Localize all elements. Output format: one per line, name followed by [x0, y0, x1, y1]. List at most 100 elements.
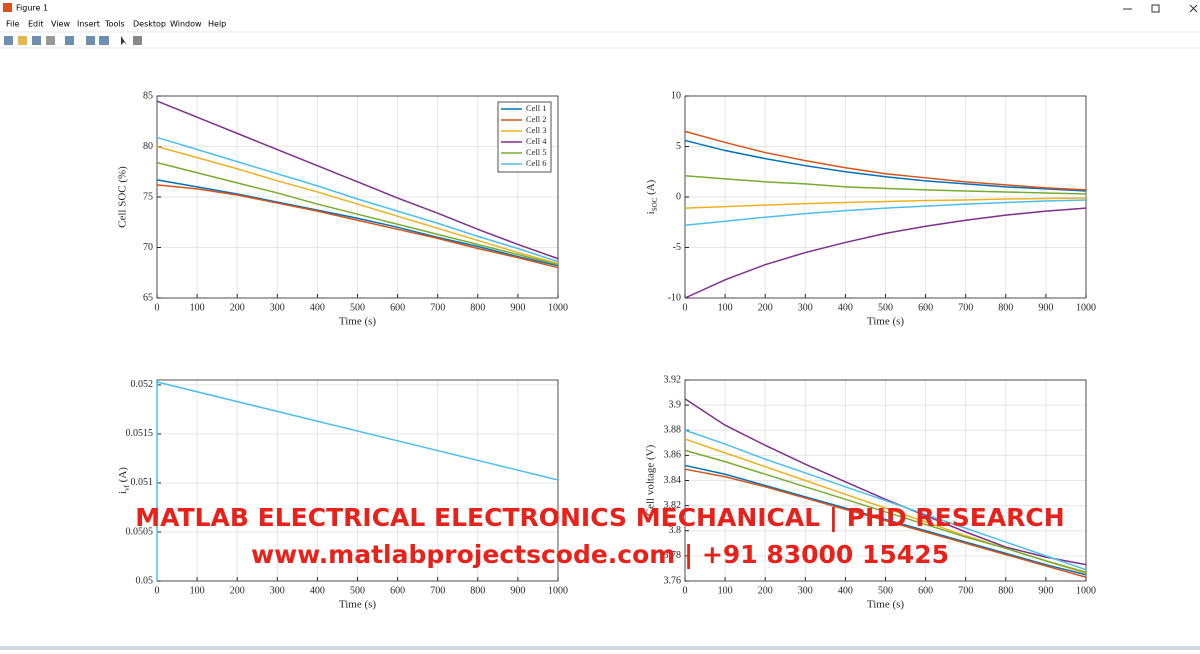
y-label-part: i: [645, 211, 657, 214]
x-tick-label: 100: [190, 585, 205, 596]
y-axis-label: iSOC (A): [645, 179, 659, 214]
series-line: [684, 468, 1087, 578]
y-tick-label: 0.0515: [126, 428, 154, 439]
menu-item[interactable]: View: [51, 20, 70, 29]
x-tick-label: 300: [798, 585, 813, 596]
y-tick-label: 70: [143, 242, 153, 253]
series-line: [156, 184, 559, 269]
legend-box: [497, 101, 552, 173]
axes: 0 100 200 300 400 500 600 700 800 900 1000 65 70 75 80…: [117, 90, 568, 327]
watermark-line: MATLAB ELECTRICAL ELECTRONICS MECHANICAL…: [135, 503, 1064, 532]
series-line: [684, 449, 1087, 573]
plots: 0 100 200 300 400 500 600 700 800 900 100065707580…: [117, 90, 1096, 610]
x-tick-label: 400: [838, 585, 853, 596]
y-tick-label: -10: [668, 292, 681, 303]
x-tick-label: 1000: [548, 302, 568, 313]
y-tick-label: 3.78: [664, 550, 682, 561]
menu-item[interactable]: File: [6, 20, 19, 29]
menu-item[interactable]: Help: [208, 20, 226, 29]
tool-property[interactable]: [133, 36, 142, 45]
legend-label: Cell 6: [526, 158, 547, 168]
tool-pointer[interactable]: [121, 36, 127, 45]
menu-bar: File Edit View Insert Tools Desktop Window Help: [6, 20, 226, 29]
tool-new[interactable]: [4, 36, 13, 45]
maximize[interactable]: [1151, 4, 1160, 13]
series-line: [684, 139, 1087, 192]
series-line: [156, 381, 559, 581]
y-tick-label: 0.05: [136, 575, 154, 586]
y-tick-label: 3.88: [664, 425, 682, 436]
y-tick-label: 10: [671, 90, 681, 101]
series-line: [684, 199, 1087, 227]
series-line: [156, 136, 559, 263]
x-tick-label: 600: [390, 302, 405, 313]
axes: 0 100 200 300 400 500 600 700 800 900 1000 0.05 0.05…: [117, 379, 568, 610]
x-tick-label: 900: [510, 585, 525, 596]
tool-save[interactable]: [32, 36, 41, 45]
x-tick-label: 700: [430, 302, 445, 313]
x-tick-label: 1000: [548, 585, 568, 596]
chrome: [0, 0, 1200, 48]
y-tick-label: 85: [143, 90, 153, 101]
menu-item[interactable]: Edit: [28, 20, 44, 29]
series-line: [684, 429, 1087, 571]
x-tick-label: 600: [918, 585, 933, 596]
y-label-part: (A): [117, 467, 129, 485]
y-tick-label: 3.9: [669, 399, 682, 410]
y-label-part: i: [117, 491, 129, 494]
axes: 0 100 200 300 400 500 600 700 800 900 1000 3.76 3.78…: [645, 374, 1096, 610]
x-tick-label: 200: [230, 302, 245, 313]
toolbar: [4, 36, 142, 45]
series-line: [684, 197, 1087, 209]
y-label-part: SOC: [651, 197, 659, 211]
x-tick-label: 0: [683, 302, 688, 313]
legend-label: Cell 1: [526, 103, 547, 113]
x-axis-label: Time (s): [339, 599, 377, 611]
x-tick-label: 800: [998, 302, 1013, 313]
x-tick-label: 700: [958, 585, 973, 596]
x-tick-label: 500: [878, 585, 893, 596]
menu-item[interactable]: Insert: [77, 20, 100, 29]
x-tick-label: 400: [310, 585, 325, 596]
close[interactable]: [1189, 4, 1198, 13]
x-tick-label: 100: [718, 585, 733, 596]
axes-box: [684, 95, 1087, 299]
series-line: [156, 100, 559, 260]
y-axis-label: ivf (A): [117, 467, 131, 494]
legend-label: Cell 2: [526, 114, 547, 124]
series-line: [684, 464, 1087, 576]
series-line: [684, 398, 1087, 566]
x-tick-label: 200: [758, 302, 773, 313]
x-tick-label: 700: [958, 302, 973, 313]
x-tick-label: 800: [470, 585, 485, 596]
x-tick-label: 400: [310, 302, 325, 313]
tool-link[interactable]: [65, 36, 74, 45]
tool-colorbar[interactable]: [86, 36, 95, 45]
menu-item[interactable]: Window: [170, 20, 202, 29]
series-line: [156, 145, 559, 265]
status-strip: [0, 646, 1200, 650]
y-tick-label: 75: [143, 191, 153, 202]
tool-legend[interactable]: [99, 36, 109, 45]
y-tick-label: -5: [673, 242, 681, 253]
y-tick-label: 3.86: [664, 450, 682, 461]
y-tick-label: 3.82: [664, 500, 682, 511]
y-axis-label: Cell voltage (V): [645, 444, 657, 516]
menu-item[interactable]: Tools: [104, 20, 125, 29]
x-tick-label: 300: [270, 302, 285, 313]
x-tick-label: 0: [683, 585, 688, 596]
x-tick-label: 200: [758, 585, 773, 596]
x-tick-label: 700: [430, 585, 445, 596]
x-tick-label: 100: [190, 302, 205, 313]
y-tick-label: 0.0505: [126, 526, 154, 537]
series-line: [156, 179, 559, 267]
tool-open[interactable]: [18, 36, 27, 45]
x-tick-label: 500: [350, 302, 365, 313]
menu-item[interactable]: Desktop: [133, 20, 166, 29]
series-line: [684, 207, 1087, 299]
x-tick-label: 300: [798, 302, 813, 313]
y-label-part: (A): [645, 179, 657, 197]
x-tick-label: 1000: [1076, 302, 1096, 313]
tool-print[interactable]: [46, 36, 55, 45]
series-line: [684, 130, 1087, 191]
